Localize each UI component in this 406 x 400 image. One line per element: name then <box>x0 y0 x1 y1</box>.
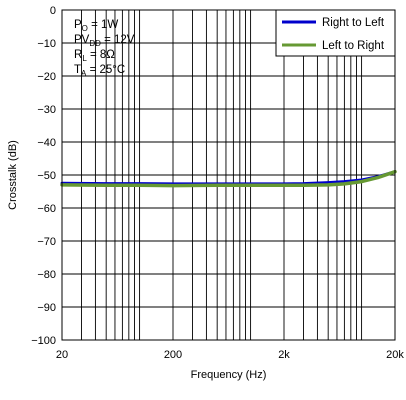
condition-line: PO = 1W <box>74 19 118 33</box>
y-tick-label: −60 <box>37 203 56 215</box>
plot-frame <box>61 9 396 341</box>
series-line-2 <box>60 169 397 188</box>
condition-line: RL = 8Ω <box>74 49 115 63</box>
y-tick-label: −20 <box>37 71 56 83</box>
y-tick-label: −50 <box>37 170 56 182</box>
x-axis-title: Frequency (Hz) <box>191 369 267 381</box>
x-tick-label: 2k <box>278 349 290 361</box>
legend: Right to Left Left to Right <box>275 9 396 57</box>
x-tick-labels: 20 200 2k 20k <box>56 349 404 361</box>
legend-label: Right to Left <box>322 17 385 29</box>
x-tick-label: 20k <box>386 349 404 361</box>
y-tick-label: −10 <box>37 38 56 50</box>
y-tick-labels: 0 −10 −20 −30 −40 −50 −60 −70 −80 −90 −100 <box>31 5 56 347</box>
grid <box>62 10 395 340</box>
x-tick-label: 200 <box>164 349 182 361</box>
y-tick-label: −80 <box>37 269 56 281</box>
y-tick-label: −90 <box>37 302 56 314</box>
y-tick-label: −100 <box>31 335 56 347</box>
legend-box <box>275 9 396 57</box>
condition-line: PVDD = 12V <box>74 34 135 48</box>
legend-label: Left to Right <box>322 40 385 52</box>
y-tick-label: −40 <box>37 137 56 149</box>
y-axis-title: Crosstalk (dB) <box>7 140 19 210</box>
y-tick-label: 0 <box>50 5 56 17</box>
condition-line: TA = 25°C <box>74 64 125 78</box>
y-tick-label: −30 <box>37 104 56 116</box>
x-tick-label: 20 <box>56 349 68 361</box>
series-lines <box>60 169 397 188</box>
y-tick-label: −70 <box>37 236 56 248</box>
